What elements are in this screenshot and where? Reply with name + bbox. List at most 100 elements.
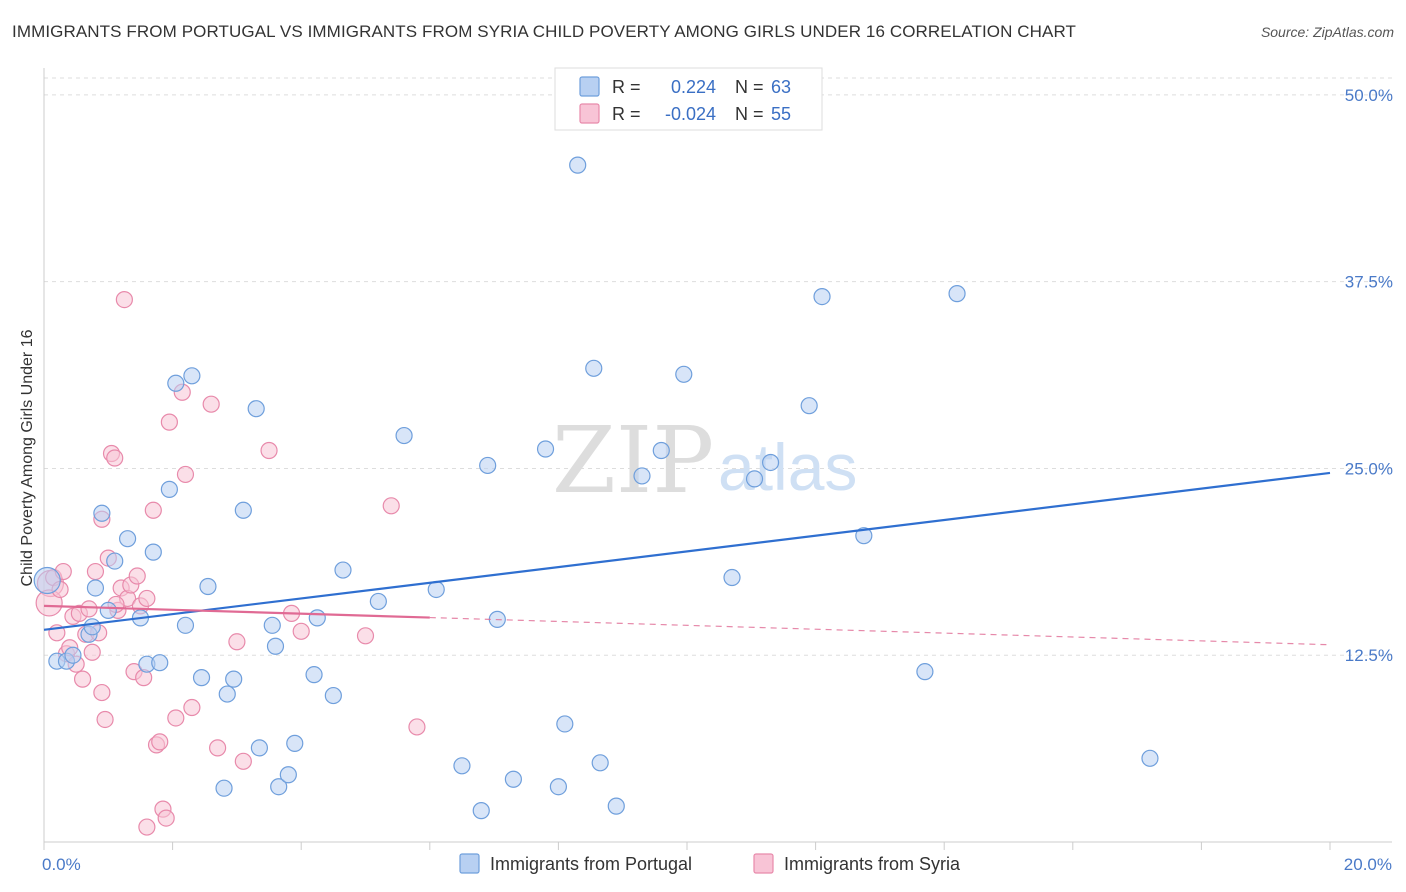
bottom-legend-swatch-portugal [459, 853, 480, 874]
legend-swatch-syria [579, 103, 600, 124]
data-point-portugal [308, 609, 326, 627]
data-point-portugal [1141, 749, 1159, 767]
data-point-portugal [167, 374, 185, 392]
data-point-syria [260, 441, 278, 460]
legend-n-label-portugal: N = [735, 77, 764, 97]
tick-labels: 12.5% 25.0% 37.5% 50.0% 0.0% 20.0% [42, 86, 1393, 874]
trend-line-dashed-syria [429, 616, 1331, 646]
data-point-portugal [607, 797, 625, 815]
data-point-syria [83, 643, 101, 661]
data-point-portugal [93, 504, 111, 522]
data-point-syria [93, 683, 111, 702]
x-tick-label-min: 0.0% [42, 855, 81, 874]
data-point-syria [138, 818, 156, 836]
data-point-portugal [472, 802, 490, 820]
data-point-syria [176, 465, 195, 484]
data-point-syria [96, 710, 114, 729]
data-point-portugal [99, 601, 117, 619]
data-point-portugal [536, 440, 555, 458]
data-point-portugal [504, 770, 522, 788]
data-point-portugal [745, 470, 764, 488]
data-point-portugal [453, 757, 471, 775]
data-point-syria [106, 449, 124, 467]
data-point-portugal [855, 527, 873, 545]
data-point-portugal [675, 365, 693, 383]
y-axis-title: Child Poverty Among Girls Under 16 [19, 329, 36, 586]
series-portugal-points [33, 156, 1159, 820]
data-point-syria [138, 589, 156, 608]
axes [43, 68, 1392, 850]
data-point-portugal [585, 359, 603, 377]
legend-n-value-syria: 55 [771, 104, 791, 124]
legend-r-label-portugal: R = [612, 77, 641, 97]
data-point-portugal [263, 616, 281, 634]
data-point-syria [234, 752, 252, 770]
y-tick-label: 25.0% [1345, 459, 1393, 478]
data-point-portugal [479, 456, 497, 475]
data-point-portugal [83, 618, 101, 636]
data-point-portugal [427, 580, 445, 599]
data-point-syria [86, 562, 105, 581]
data-point-portugal [64, 646, 82, 664]
data-point-portugal [279, 766, 297, 784]
data-point-portugal [270, 778, 288, 796]
bottom-legend: Immigrants from Portugal Immigrants from… [459, 853, 961, 874]
data-point-portugal [33, 566, 61, 595]
data-point-portugal [106, 552, 124, 570]
data-point-portugal [199, 577, 217, 596]
legend-n-value-portugal: 63 [771, 77, 791, 97]
y-tick-label: 50.0% [1345, 86, 1393, 105]
data-point-portugal [151, 654, 169, 672]
data-point-portugal [395, 426, 413, 445]
data-point-portugal [144, 543, 162, 561]
bottom-legend-label-syria: Immigrants from Syria [784, 854, 961, 874]
data-point-portugal [118, 530, 137, 548]
bottom-legend-label-portugal: Immigrants from Portugal [490, 854, 692, 874]
data-point-portugal [800, 397, 818, 415]
data-point-portugal [549, 778, 568, 796]
watermark-zip: ZIP [552, 407, 714, 514]
data-point-portugal [369, 592, 387, 611]
grid [44, 77, 1392, 656]
legend-r-label-syria: R = [612, 104, 641, 124]
trend-line-portugal [43, 471, 1331, 631]
source-label: Source: ZipAtlas.com [1260, 24, 1394, 40]
data-point-portugal [761, 453, 780, 472]
data-point-syria [151, 733, 169, 751]
data-point-portugal [247, 400, 265, 418]
legend: R = 0.224 N = 63 R = -0.024 N = 55 [554, 67, 823, 131]
series-syria-points [35, 290, 426, 836]
data-point-syria [228, 633, 246, 651]
data-point-syria [183, 698, 201, 717]
data-point-syria [115, 290, 133, 309]
data-point-syria [144, 501, 162, 519]
data-point-portugal [234, 501, 252, 519]
data-point-portugal [569, 156, 587, 174]
legend-r-value-syria: -0.024 [665, 104, 716, 124]
y-tick-label: 12.5% [1345, 646, 1393, 665]
data-point-portugal [633, 467, 651, 485]
legend-n-label-syria: N = [735, 104, 764, 124]
data-point-portugal [723, 568, 741, 587]
data-point-syria [209, 739, 227, 757]
data-point-portugal [324, 686, 342, 705]
data-point-syria [202, 395, 220, 413]
bottom-legend-swatch-syria [753, 853, 774, 874]
legend-r-value-portugal: 0.224 [671, 77, 716, 97]
data-point-syria [157, 809, 175, 827]
watermark: ZIP atlas [552, 407, 857, 514]
data-point-syria [128, 567, 146, 585]
data-point-portugal [86, 579, 105, 597]
data-point-portugal [215, 779, 233, 797]
data-point-portugal [266, 637, 285, 655]
data-point-syria [382, 497, 400, 515]
data-point-portugal [176, 616, 195, 634]
legend-swatch-portugal [579, 76, 600, 97]
data-point-portugal [916, 663, 934, 681]
data-point-portugal [556, 715, 574, 733]
data-point-portugal [160, 480, 178, 498]
data-point-portugal [225, 670, 243, 688]
data-point-portugal [250, 739, 269, 757]
data-point-portugal [813, 288, 831, 306]
data-point-syria [356, 627, 375, 645]
